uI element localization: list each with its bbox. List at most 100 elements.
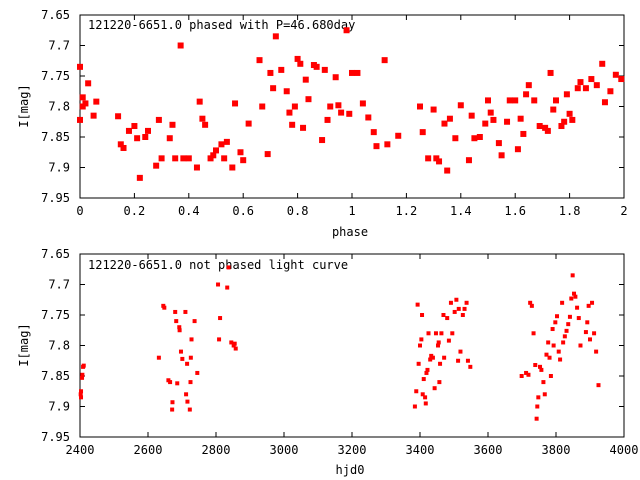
plot-frame [79,253,625,438]
chart-title: 121220-6651.0 phased with P=46.680day [88,18,355,32]
data-point [514,146,521,153]
data-point [442,355,447,360]
data-point [430,106,437,113]
data-point [558,357,563,362]
data-point [80,375,85,380]
data-point [577,79,584,86]
data-point [153,162,160,169]
data-point [539,367,544,372]
data-point [172,155,179,162]
data-point [561,340,566,345]
data-point [335,102,342,109]
data-point [534,416,539,421]
data-point [415,302,420,307]
data-point [471,135,478,142]
data-point [519,374,524,378]
data-point [225,285,230,290]
data-point [536,395,541,400]
data-point [321,66,328,73]
data-point [218,141,225,148]
data-point [156,355,161,360]
data-point [423,395,428,400]
data-point [136,174,143,181]
data-point [456,306,461,311]
data-point [259,103,266,110]
data-point [450,331,455,336]
x-tick-label: 0.2 [124,204,146,218]
x-axis-label: phase [332,225,368,239]
data-point [256,57,263,64]
data-point [115,113,122,120]
data-point [286,109,293,116]
data-point [445,316,450,321]
y-axis-label: I[mag] [17,323,31,366]
data-point [578,343,583,348]
data-point [566,110,573,117]
data-point [175,381,180,386]
x-axis-label: hjd0 [336,463,365,477]
chart-title: 121220-6651.0 not phased light curve [88,258,348,272]
data-point [601,99,608,106]
y-tick-label: 7.65 [41,8,70,22]
data-point [526,372,531,377]
data-point [531,331,536,336]
data-point [446,115,453,122]
plot-frame [79,14,625,199]
data-point [79,389,84,394]
x-tick-label: 4000 [610,443,639,457]
data-point [162,305,167,310]
data-point [436,340,441,345]
data-point [305,96,312,103]
data-point [170,407,175,412]
data-point [546,340,551,345]
data-point [237,149,244,156]
data-point [560,300,565,305]
axis-ticks: 2400 2600 2800 3000 3200 3400 3600 3800 4000 7.65… [41,247,638,457]
data-point [381,57,388,64]
data-point [297,60,304,67]
data-point [188,355,193,360]
data-point [594,349,599,354]
x-tick-label: 0.6 [232,204,254,218]
data-point [272,33,279,40]
data-point [291,103,298,110]
data-point [563,91,570,98]
data-point [79,103,86,110]
data-point [541,380,546,385]
data-point [465,358,470,363]
data-point [576,316,581,321]
data-point [585,320,590,325]
data-point [155,116,162,123]
x-tick-label: 2600 [134,443,163,457]
data-point [465,157,472,164]
data-point [441,313,446,317]
data-point [414,389,419,394]
data-point [210,152,217,159]
data-point [192,319,197,324]
data-point [444,167,451,174]
x-tick-label: 1.6 [504,204,526,218]
data-point [433,155,440,162]
data-point [218,316,223,321]
data-point [428,357,433,362]
x-tick-label: 0 [76,204,83,218]
data-point [134,135,141,142]
data-point [226,265,231,270]
data-point [232,341,237,346]
data-point [457,102,464,109]
data-point [185,399,190,404]
y-tick-label: 7.9 [48,161,70,175]
data-point [240,157,247,164]
x-tick-label: 1.4 [450,204,472,218]
data-point [421,377,426,382]
data-point [558,123,565,130]
data-point [319,137,326,144]
data-point [524,370,529,375]
data-point [436,343,441,348]
data-point [432,386,437,391]
data-point [349,69,355,76]
x-tick-label: 2 [620,204,627,218]
data-point [416,361,421,366]
data-point [531,97,538,104]
